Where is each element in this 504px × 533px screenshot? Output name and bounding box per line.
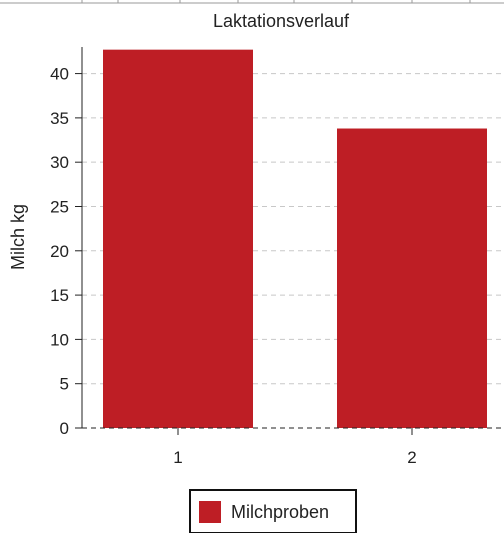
- y-axis-label: Milch kg: [8, 204, 28, 270]
- y-tick-label: 10: [50, 330, 69, 349]
- axes: [81, 47, 504, 429]
- legend: Milchproben: [189, 489, 357, 533]
- y-ticks: 0 5 10 15 20 25 30 35 40: [50, 65, 82, 438]
- bar-1: [103, 49, 253, 428]
- y-tick-label: 5: [60, 375, 69, 394]
- bar-2: [337, 128, 487, 428]
- y-tick-label: 15: [50, 286, 69, 305]
- x-tick-label: 1: [173, 448, 182, 467]
- top-border-strip: [0, 0, 504, 4]
- legend-label: Milchproben: [231, 502, 329, 522]
- chart-title: Laktationsverlauf: [213, 11, 350, 31]
- x-tick-label: 2: [407, 448, 416, 467]
- y-tick-label: 25: [50, 197, 69, 216]
- legend-swatch: [199, 501, 221, 523]
- bars: [103, 49, 487, 428]
- y-tick-label: 35: [50, 109, 69, 128]
- y-tick-label: 0: [60, 419, 69, 438]
- y-tick-label: 30: [50, 153, 69, 172]
- y-tick-label: 40: [50, 65, 69, 84]
- y-tick-label: 20: [50, 242, 69, 261]
